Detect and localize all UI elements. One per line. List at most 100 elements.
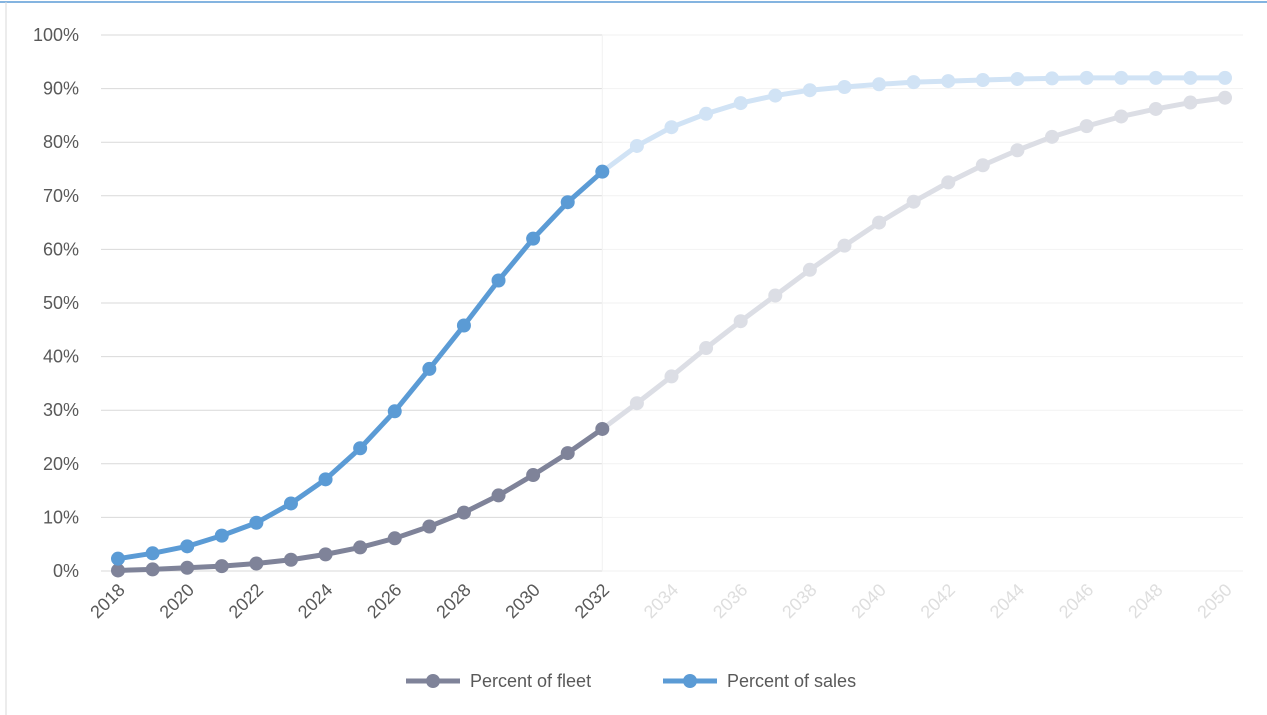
percent-of-fleet-point	[526, 468, 541, 483]
percent-of-sales-point	[560, 195, 575, 210]
percent-of-sales-segment	[392, 366, 432, 414]
percent-of-sales-point	[699, 106, 714, 121]
percent-of-fleet-point	[837, 238, 852, 253]
percent-of-fleet-segment	[565, 426, 605, 456]
percent-of-fleet-segment	[772, 267, 813, 298]
y-tick-label: 10%	[43, 507, 79, 527]
percent-of-fleet-point	[768, 288, 783, 303]
percent-of-sales-point	[353, 441, 368, 456]
percent-of-fleet-point	[872, 215, 887, 230]
percent-of-fleet-point	[1218, 90, 1232, 105]
percent-of-sales-segment	[496, 236, 536, 283]
percent-of-fleet-point	[318, 547, 333, 562]
x-tick-label: 2040	[847, 580, 889, 622]
x-tick-label: 2026	[363, 580, 405, 622]
percent-of-fleet-point	[560, 446, 575, 461]
x-tick-label: 2030	[501, 580, 543, 622]
percent-of-sales-point	[1148, 70, 1163, 85]
percent-of-sales-point	[456, 318, 471, 333]
percent-of-sales-point	[1218, 70, 1232, 85]
x-tick-label: 2046	[1055, 580, 1097, 622]
percent-of-fleet-point	[629, 396, 644, 411]
x-tick-label: 2050	[1193, 580, 1235, 622]
percent-of-fleet-point	[733, 314, 748, 329]
percent-of-fleet-point	[1079, 119, 1094, 134]
percent-of-sales-point	[145, 546, 160, 561]
percent-of-fleet-point	[664, 369, 679, 384]
percent-of-fleet-point	[975, 158, 990, 173]
percent-of-sales-segment	[565, 169, 605, 205]
percent-of-fleet-segment	[634, 373, 674, 406]
percent-of-sales-segment	[530, 199, 571, 242]
legend-fleet-label: Percent of fleet	[470, 671, 591, 691]
y-tick-label: 70%	[43, 186, 79, 206]
percent-of-fleet-point	[1183, 95, 1198, 110]
y-tick-label: 90%	[43, 79, 79, 99]
percent-of-sales-point	[1079, 70, 1094, 85]
percent-of-fleet-point	[283, 552, 298, 567]
percent-of-fleet-point	[802, 262, 817, 277]
x-tick-label: 2048	[1124, 580, 1166, 622]
legend-sales-label: Percent of sales	[727, 671, 856, 691]
y-tick-label: 50%	[43, 293, 79, 313]
percent-of-sales-point	[180, 539, 195, 554]
percent-of-fleet-point	[1114, 109, 1129, 124]
percent-of-sales-point	[214, 528, 229, 543]
percent-of-sales-point	[283, 496, 298, 511]
percent-of-sales-point	[1114, 70, 1129, 85]
percent-of-fleet-point	[145, 562, 160, 577]
percent-of-sales-point	[249, 515, 264, 530]
percent-of-sales-point	[837, 79, 852, 94]
percent-of-fleet-segment	[703, 318, 744, 351]
x-tick-label: 2018	[86, 580, 128, 622]
y-tick-label: 80%	[43, 132, 79, 152]
percent-of-sales-point	[111, 551, 125, 566]
y-tick-label: 40%	[43, 347, 79, 367]
y-axis-ticks: 0% 10% 20% 30% 40% 50% 60% 70% 80% 90% 100%	[33, 25, 79, 581]
percent-of-sales-segment	[426, 323, 467, 372]
y-tick-label: 20%	[43, 454, 79, 474]
y-tick-label: 60%	[43, 239, 79, 259]
percent-of-sales-segment	[461, 277, 502, 329]
percent-of-fleet-point	[111, 563, 125, 578]
x-tick-label: 2036	[709, 580, 751, 622]
percent-of-sales-segment	[599, 143, 640, 175]
x-axis-ticks: 2018 2020 2022 2024 2026 2028 2030 2032 2034 2036…	[86, 580, 1235, 622]
percent-of-sales-segment	[323, 445, 363, 482]
percent-of-sales-segment	[357, 408, 398, 451]
series-lines	[111, 70, 1232, 578]
percent-of-fleet-segment	[599, 400, 640, 432]
percent-of-sales-point	[526, 231, 541, 246]
percent-of-sales-point	[387, 404, 402, 419]
x-tick-label: 2034	[640, 580, 682, 622]
percent-of-fleet-point	[249, 556, 264, 571]
percent-of-sales-point	[422, 361, 437, 376]
percent-of-fleet-point	[1148, 101, 1163, 116]
percent-of-fleet-point	[1010, 143, 1025, 158]
x-tick-label: 2020	[156, 580, 198, 622]
percent-of-sales-point	[941, 74, 956, 89]
percent-of-sales-point	[318, 472, 333, 487]
percent-of-fleet-point	[595, 421, 610, 436]
x-tick-label: 2032	[571, 580, 613, 622]
percent-of-sales-point	[629, 138, 644, 153]
percent-of-sales-point	[664, 120, 679, 135]
percent-of-sales-point	[768, 88, 783, 103]
percent-of-fleet-point	[1045, 129, 1060, 144]
x-tick-label: 2042	[917, 580, 959, 622]
percent-of-sales-point	[733, 96, 748, 111]
percent-of-fleet-point	[180, 560, 195, 575]
percent-of-sales-point	[1010, 71, 1025, 86]
x-tick-label: 2044	[986, 580, 1028, 622]
percent-of-sales-point	[906, 75, 921, 90]
percent-of-fleet-point	[353, 540, 368, 555]
percent-of-sales-point	[1045, 71, 1060, 86]
x-tick-label: 2022	[225, 580, 267, 622]
percent-of-fleet-point	[491, 488, 506, 503]
percent-of-fleet-point	[941, 175, 956, 190]
percent-of-fleet-point	[456, 505, 471, 520]
percent-of-sales-point	[491, 273, 506, 288]
x-tick-label: 2028	[432, 580, 474, 622]
percent-of-fleet-point	[214, 559, 229, 574]
percent-of-sales-point	[975, 73, 990, 88]
